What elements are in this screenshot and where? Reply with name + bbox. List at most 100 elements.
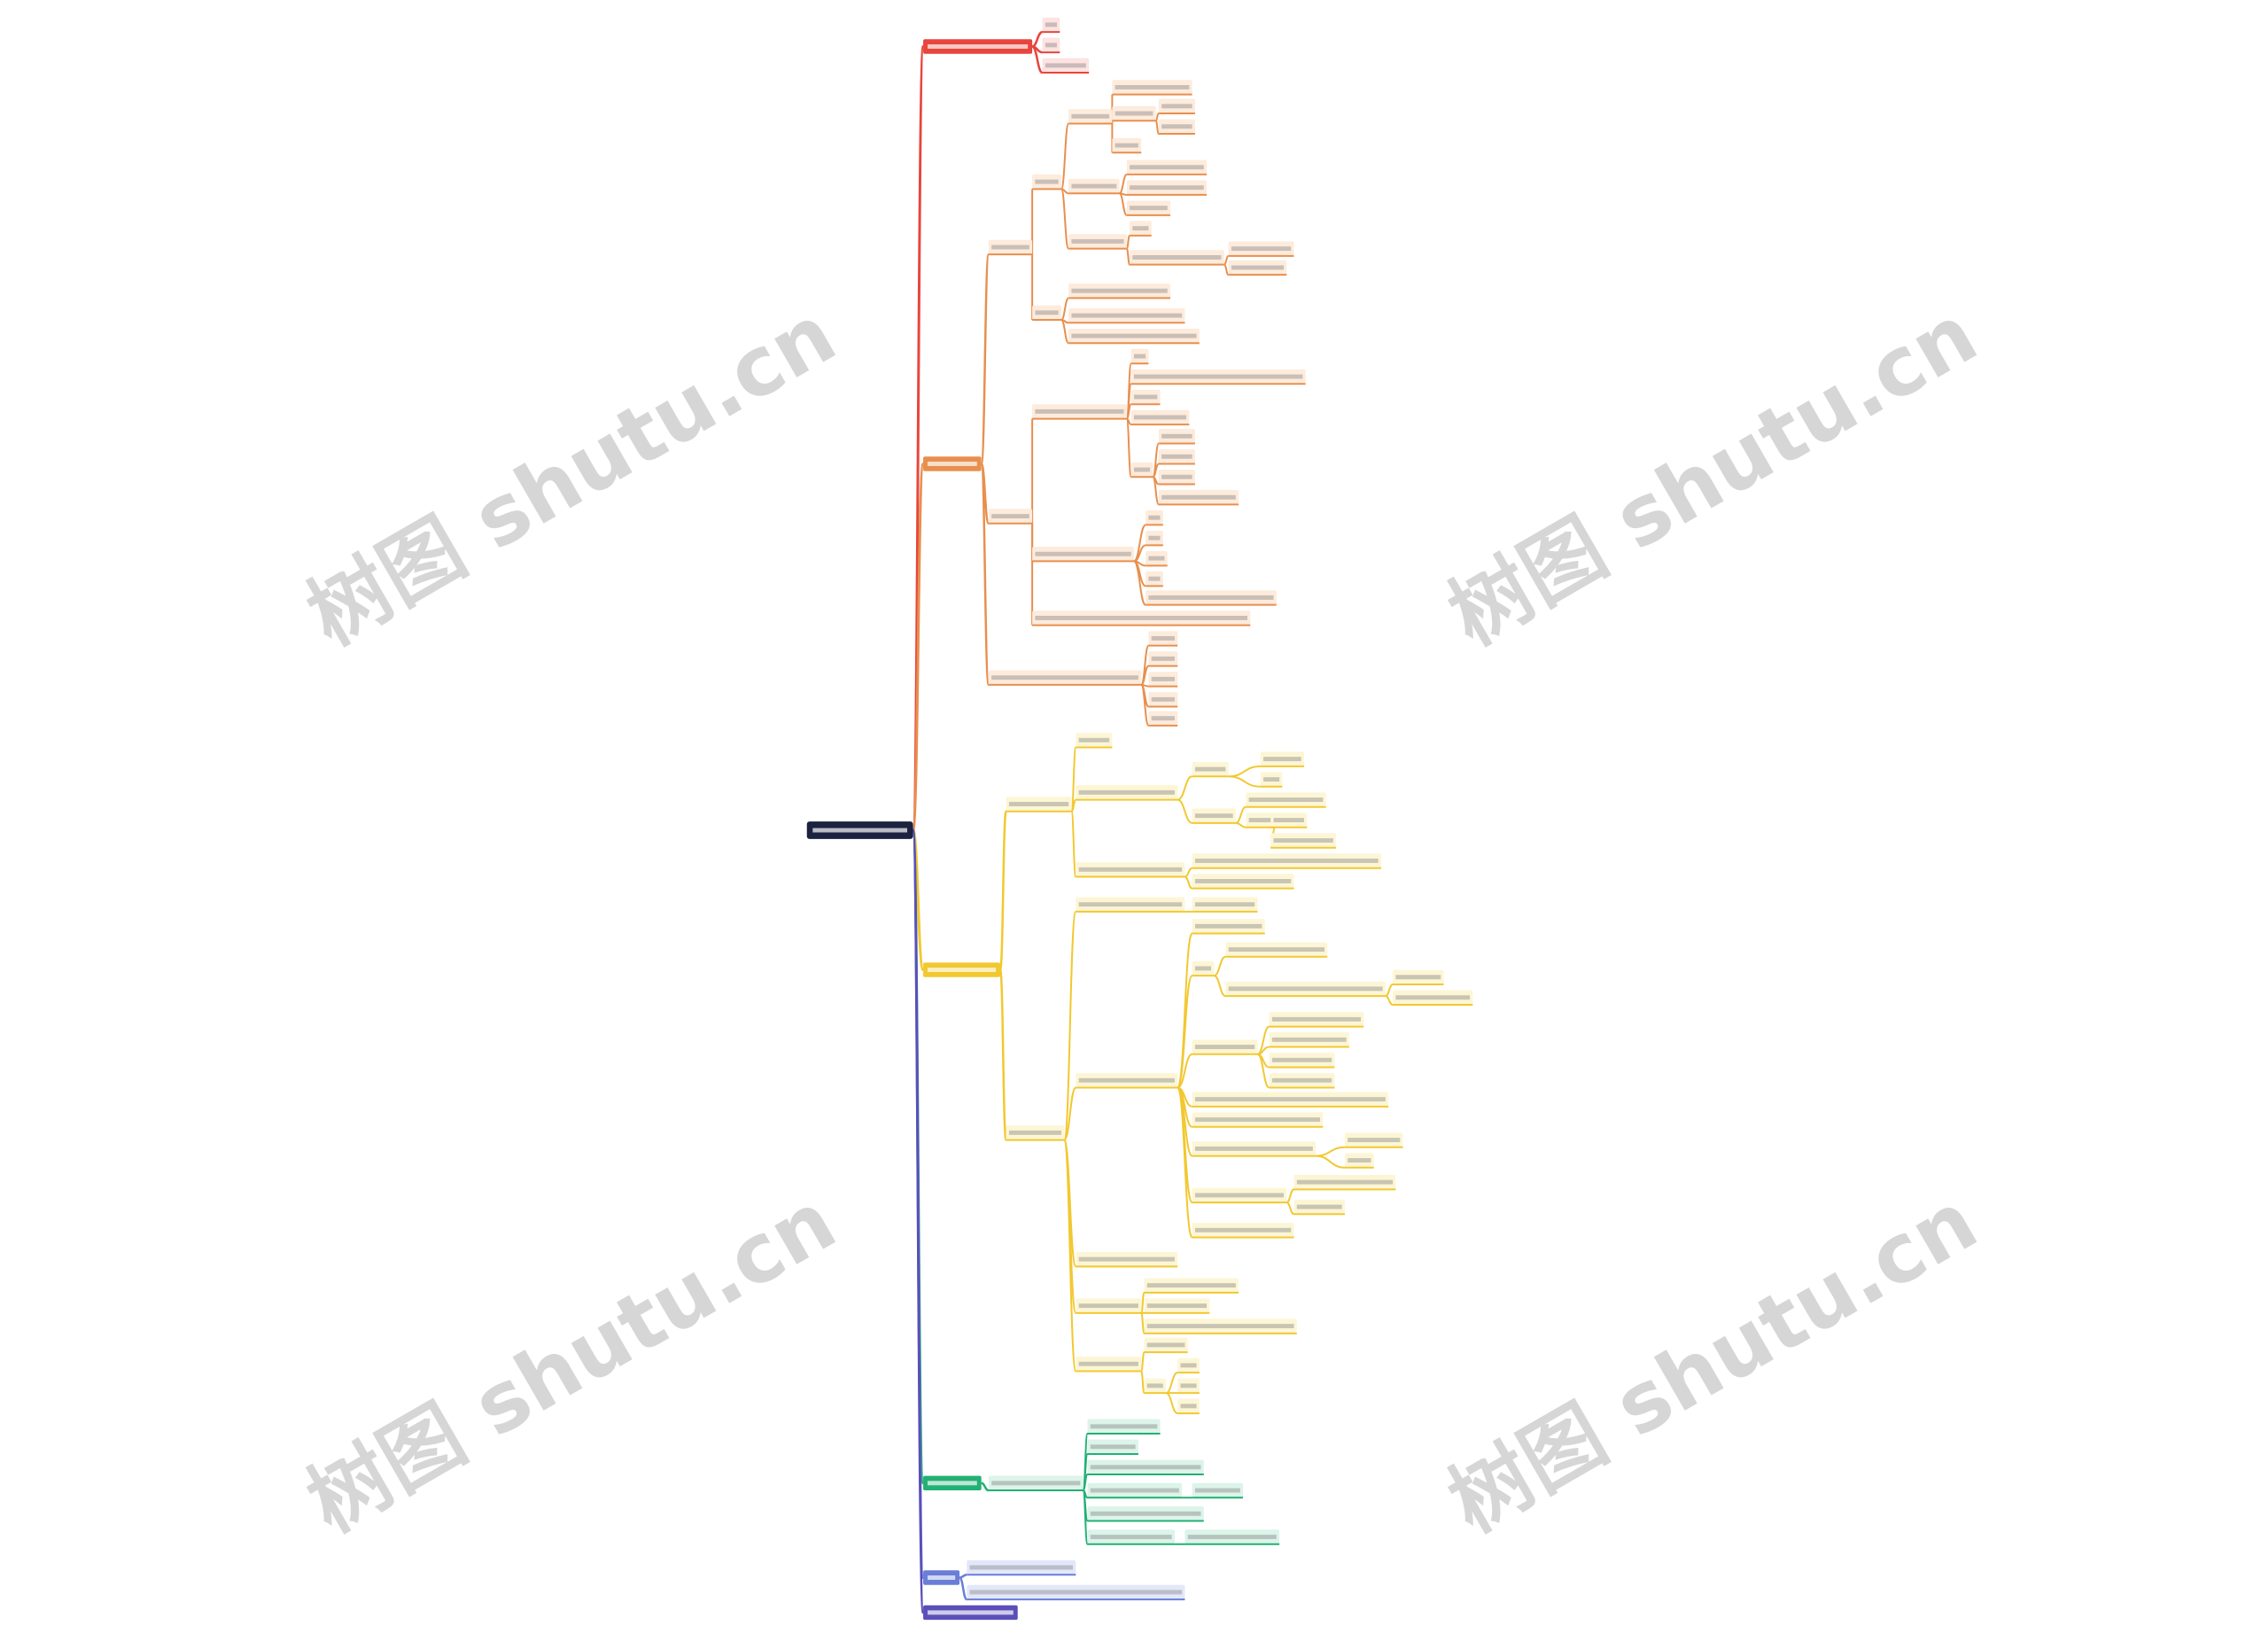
link — [1213, 955, 1226, 977]
link — [1060, 319, 1070, 345]
node — [1068, 307, 1185, 323]
link — [1031, 45, 1044, 74]
watermark: 树图 shutu.cn — [292, 1173, 850, 1551]
link — [980, 463, 990, 687]
node — [1192, 897, 1258, 912]
node-text — [1132, 226, 1149, 231]
node-text — [1090, 1424, 1158, 1429]
node-text — [1271, 1077, 1332, 1083]
node-text — [1395, 995, 1471, 1000]
node-text — [1161, 454, 1192, 459]
node — [1293, 1199, 1345, 1215]
node — [1068, 178, 1120, 194]
link — [1140, 1351, 1146, 1372]
node — [1146, 530, 1163, 546]
node — [1246, 792, 1326, 807]
node — [1087, 1419, 1161, 1435]
node-text — [1273, 818, 1304, 822]
link — [1235, 805, 1247, 824]
node — [1076, 1251, 1178, 1267]
node — [1146, 571, 1163, 587]
node-text — [1078, 902, 1183, 907]
node — [1076, 862, 1185, 877]
node-text — [1045, 43, 1058, 48]
node — [1144, 1378, 1167, 1394]
node-text — [1151, 635, 1175, 641]
node-text — [1194, 966, 1211, 971]
link — [1165, 1392, 1178, 1415]
link — [1060, 122, 1070, 191]
watermark: 树图 shutu.cn — [1433, 286, 1992, 664]
node-text — [1194, 1045, 1255, 1049]
node-text — [1194, 1488, 1240, 1493]
node — [1068, 284, 1171, 299]
node-text — [1248, 818, 1272, 822]
node-text — [1228, 947, 1324, 953]
node — [1158, 449, 1195, 464]
link — [1165, 1372, 1178, 1395]
node — [1130, 409, 1190, 425]
link — [1213, 975, 1226, 998]
links — [912, 30, 1394, 1614]
link — [1177, 1053, 1193, 1089]
link — [912, 462, 925, 832]
node — [1148, 631, 1178, 646]
node — [1126, 159, 1208, 175]
node — [1192, 853, 1381, 868]
node — [1032, 305, 1061, 321]
node-text — [1090, 1535, 1172, 1540]
node — [1344, 1153, 1374, 1168]
node — [1177, 1357, 1200, 1373]
node — [967, 1584, 1185, 1600]
node-text — [1008, 802, 1069, 806]
node-text — [1146, 1383, 1163, 1388]
node — [1393, 990, 1473, 1005]
node — [1158, 98, 1195, 113]
node-text — [1161, 474, 1192, 479]
link — [1177, 1086, 1193, 1239]
node-text — [1071, 238, 1124, 244]
nodes — [806, 17, 1473, 1621]
node-text — [1071, 183, 1117, 189]
node-text — [1263, 757, 1301, 762]
node — [1177, 1398, 1200, 1414]
node — [988, 509, 1033, 524]
node-text — [1130, 185, 1204, 191]
node-text — [1194, 1117, 1321, 1123]
watermark: 树图 shutu.cn — [292, 286, 850, 664]
node — [1087, 1482, 1183, 1498]
link — [1133, 524, 1147, 563]
node — [1192, 1092, 1389, 1107]
node-text — [1180, 1363, 1197, 1368]
node-text — [1194, 923, 1262, 929]
link — [1177, 975, 1193, 1089]
node — [1087, 1439, 1138, 1455]
link — [1060, 188, 1070, 250]
node — [1042, 37, 1060, 53]
node-text — [1194, 902, 1255, 907]
link — [1125, 247, 1131, 266]
node — [1192, 1187, 1287, 1203]
node — [1087, 1529, 1175, 1544]
node-text — [1090, 1511, 1201, 1516]
node — [1148, 651, 1178, 666]
node-text — [1194, 879, 1292, 883]
node-text — [1115, 143, 1138, 148]
link — [1184, 875, 1193, 890]
node-text — [1078, 1361, 1138, 1366]
link — [1285, 1201, 1294, 1216]
node — [1344, 1132, 1403, 1147]
node-text — [1071, 288, 1168, 293]
node — [1130, 389, 1161, 405]
node — [1177, 1378, 1200, 1394]
node-text — [1148, 556, 1165, 561]
link — [1133, 560, 1147, 606]
node-text — [1134, 415, 1187, 420]
node — [988, 670, 1142, 685]
node — [1126, 180, 1208, 195]
link — [958, 1576, 968, 1601]
link — [1223, 263, 1230, 276]
node — [1270, 813, 1308, 828]
node-text — [1231, 265, 1285, 270]
